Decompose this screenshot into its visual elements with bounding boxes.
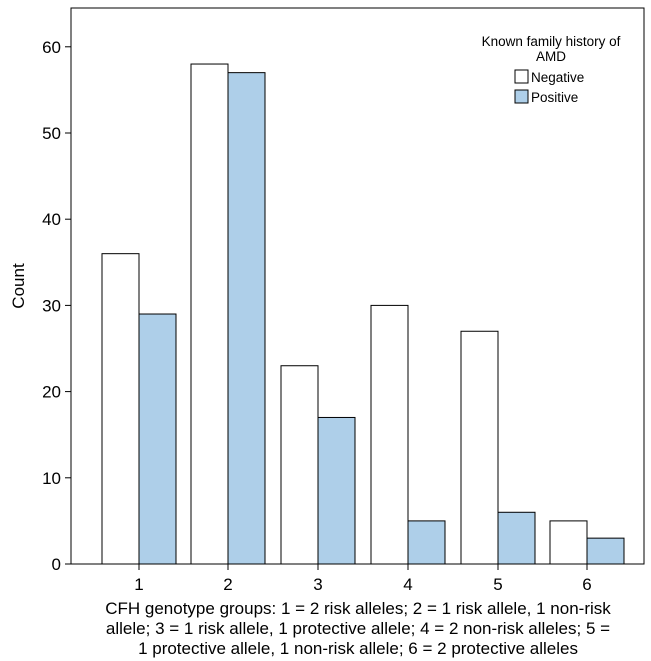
x-axis: 1 2 3 4 5 6 [134, 564, 592, 594]
bar-positive-4 [407, 520, 446, 565]
x-axis-title-line-2: allele; 3 = 1 risk allele, 1 protective … [106, 619, 610, 638]
bar-positive-2 [227, 72, 266, 565]
plot-frame [70, 7, 645, 565]
y-tick-label: 20 [42, 383, 61, 402]
y-tick-label: 30 [42, 296, 61, 315]
legend-title-line-2: AMD [536, 49, 566, 64]
y-tick-label: 40 [42, 210, 61, 229]
x-tick-label: 5 [493, 575, 502, 594]
x-tick-label: 2 [223, 575, 232, 594]
bar-negative-3 [280, 365, 319, 565]
legend-swatch-positive [514, 89, 529, 104]
bar-positive-6 [586, 537, 625, 565]
y-axis-title: Count [9, 263, 28, 309]
bar-positive-3 [317, 416, 356, 565]
bar-positive-1 [138, 313, 177, 565]
y-tick-label: 60 [42, 38, 61, 57]
x-tick-label: 4 [403, 575, 412, 594]
x-tick-label: 6 [582, 575, 591, 594]
x-tick-label: 1 [134, 575, 143, 594]
legend-label-positive: Positive [531, 90, 578, 105]
bar-negative-5 [460, 330, 499, 565]
x-axis-title-line-3: 1 protective allele, 1 non-risk allele; … [138, 639, 578, 658]
bar-negative-1 [101, 253, 140, 565]
x-tick-label: 3 [313, 575, 322, 594]
y-tick-label: 10 [42, 469, 61, 488]
bar-negative-4 [370, 304, 409, 565]
y-tick-label: 50 [42, 124, 61, 143]
legend-swatch-negative [514, 69, 529, 84]
legend-title-line-1: Known family history of [482, 34, 621, 49]
y-axis: 0 10 20 30 40 50 60 [42, 38, 71, 574]
legend: Known family history of AMD Negative Pos… [482, 34, 621, 105]
bar-positive-5 [497, 511, 536, 565]
bars [101, 63, 625, 565]
bar-negative-2 [190, 63, 229, 565]
x-axis-title-line-1: CFH genotype groups: 1 = 2 risk alleles;… [105, 599, 611, 618]
legend-label-negative: Negative [531, 70, 584, 85]
bar-negative-6 [549, 520, 588, 565]
y-tick-label: 0 [52, 555, 61, 574]
